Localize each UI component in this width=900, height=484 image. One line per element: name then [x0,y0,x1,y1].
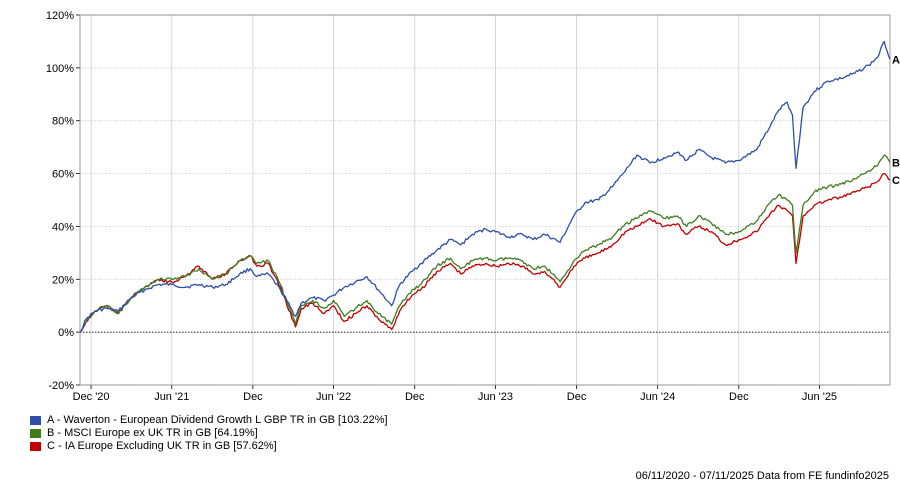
end-tag-c: C [892,175,900,187]
legend-label-a: A - Waverton - European Dividend Growth … [47,414,388,426]
end-tag-a: A [892,54,900,66]
x-tick-label: Jun '22 [316,391,351,403]
y-tick-label: 0% [58,327,74,339]
legend-label-c: C - IA Europe Excluding UK TR in GB [57.… [47,440,277,452]
legend-item-c: C - IA Europe Excluding UK TR in GB [57.… [30,440,388,453]
x-tick-label: Jun '25 [802,391,837,403]
series-lines [79,40,891,333]
series-line-a [79,40,891,333]
legend: A - Waverton - European Dividend Growth … [30,414,388,453]
x-tick-label: Jun '23 [478,391,513,403]
y-tick-label: 100% [46,63,74,75]
y-tick-label: 20% [52,274,74,286]
axes: -20% 0% 20% 40% 60% 80% 100% 120% Dec '20 Jun '21… [46,10,891,403]
performance-chart: -20% 0% 20% 40% 60% 80% 100% 120% Dec '20 Jun '21… [46,10,900,403]
y-tick-label: -20% [48,380,74,392]
legend-item-a: A - Waverton - European Dividend Growth … [30,414,388,427]
data-source-footer: 06/11/2020 - 07/11/2025 Data from FE fun… [635,470,889,482]
x-tick-label: Dec '20 [73,391,110,403]
legend-swatch-a [30,416,41,425]
x-tick-label: Dec [567,391,587,403]
y-tick-label: 40% [52,221,74,233]
series-line-b [79,154,891,333]
grid-lines [80,14,890,386]
plot-frame [79,14,891,386]
end-tag-b: B [892,157,900,169]
x-tick-label: Jun '24 [640,391,675,403]
legend-item-b: B - MSCI Europe ex UK TR in GB [64.19%] [30,427,388,440]
legend-swatch-b [30,429,41,438]
y-tick-label: 120% [46,10,74,22]
x-tick-label: Jun '21 [154,391,189,403]
y-tick-label: 60% [52,169,74,181]
series-line-c [79,172,891,333]
legend-swatch-c [30,442,41,451]
x-tick-label: Dec [729,391,749,403]
x-tick-label: Dec [243,391,263,403]
x-tick-label: Dec [405,391,425,403]
y-tick-label: 80% [52,116,74,128]
end-labels: A BC [892,54,900,187]
legend-label-b: B - MSCI Europe ex UK TR in GB [64.19%] [47,427,258,439]
